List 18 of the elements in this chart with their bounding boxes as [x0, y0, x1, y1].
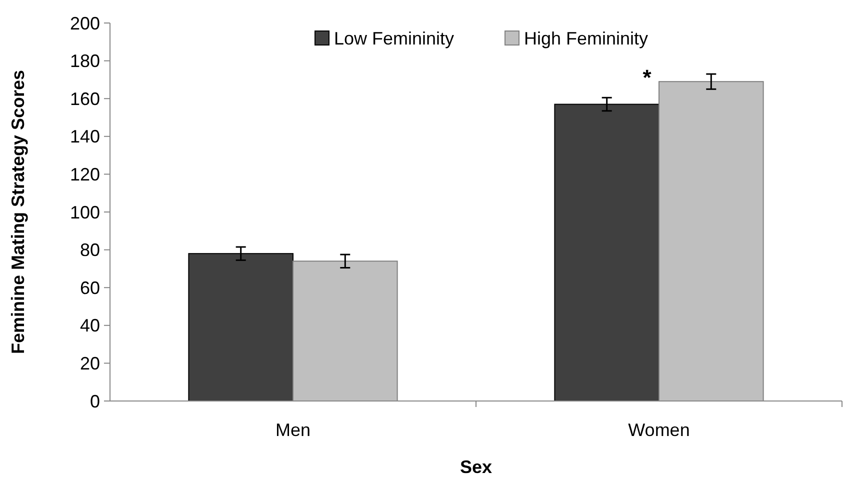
legend-label: High Femininity	[524, 28, 648, 48]
y-tick-label: 20	[80, 354, 100, 374]
x-axis-title: Sex	[460, 457, 492, 477]
x-tick-label: Men	[275, 420, 311, 440]
y-tick-label: 140	[70, 126, 100, 147]
y-tick-label: 180	[70, 51, 100, 72]
y-tick-label: 60	[80, 278, 100, 298]
y-tick-label: 200	[70, 13, 100, 34]
y-tick-label: 40	[80, 316, 100, 336]
y-tick-label: 160	[70, 88, 100, 109]
y-tick-label: 80	[80, 240, 100, 260]
y-axis-title: Feminine Mating Strategy Scores	[8, 70, 28, 354]
x-tick-label: Women	[628, 420, 690, 440]
annotation: *	[642, 65, 652, 90]
y-tick-label: 0	[90, 391, 100, 412]
y-tick-label: 100	[70, 202, 100, 222]
y-tick-label: 120	[70, 164, 100, 184]
legend-label: Low Femininity	[334, 28, 454, 48]
